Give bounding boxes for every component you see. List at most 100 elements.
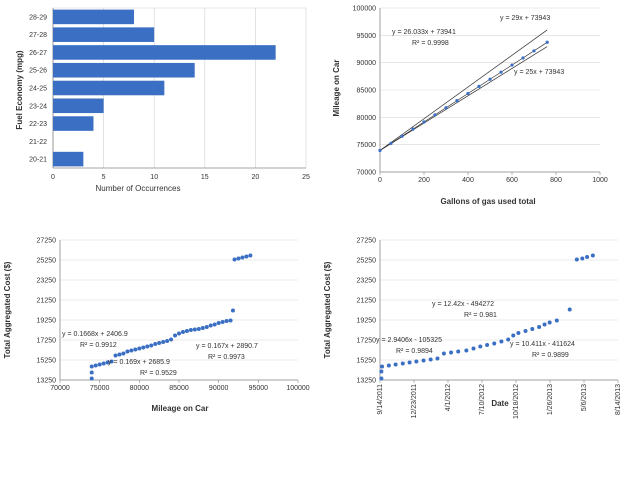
data-point — [232, 257, 237, 262]
x-tick-label: 12/23/2011 — [411, 384, 418, 419]
data-point — [125, 349, 130, 354]
data-point — [444, 106, 448, 110]
data-point — [545, 40, 549, 44]
y-axis-label: Total Aggregated Cost ($) — [3, 261, 12, 358]
trendline-label: y = 0.169x + 2685.9 — [108, 359, 170, 366]
data-point — [248, 253, 253, 258]
data-point — [89, 364, 94, 369]
data-point — [389, 141, 393, 145]
y-tick-label: 20-21 — [29, 157, 47, 164]
data-point — [133, 347, 138, 352]
x-tick-label: 0 — [378, 177, 382, 184]
data-point — [478, 344, 483, 349]
trendline-label: y = 26.033x + 73941 — [392, 29, 456, 36]
trendline — [379, 41, 548, 151]
data-point — [157, 341, 162, 345]
y-axis-label: Mileage on Car — [332, 60, 341, 117]
data-point — [379, 376, 384, 381]
data-point — [435, 356, 440, 361]
data-point — [499, 339, 504, 344]
data-point — [537, 325, 542, 329]
trendline-label: y = 0.1668x + 2406.9 — [62, 331, 128, 338]
data-point — [220, 320, 225, 324]
x-tick-label: 85000 — [169, 385, 189, 392]
y-tick-label: 19250 — [357, 318, 377, 325]
fuel-economy-bar-chart: 0 5 10 15 20 25 20-21 21-22 22-23 23-24 24-25 25-26… — [15, 7, 310, 193]
data-point — [224, 319, 229, 323]
y-tick-label: 21-22 — [29, 139, 47, 146]
data-point — [129, 348, 134, 353]
y-axis-label: Fuel Economy (mpg) — [15, 50, 24, 129]
y-tick-label: 19250 — [37, 318, 57, 325]
data-point — [393, 362, 398, 367]
x-tick-label: 9/14/2011 — [377, 384, 384, 415]
x-tick-label: 400 — [462, 177, 474, 184]
x-tick-label: 15 — [201, 174, 209, 181]
data-point — [378, 148, 382, 153]
data-point — [471, 346, 476, 351]
trendline — [379, 46, 548, 151]
r-squared-label: R² = 0.9973 — [208, 354, 245, 361]
r-squared-label: R² = 0.9998 — [412, 40, 449, 47]
data-point — [523, 329, 528, 333]
x-tick-label: 200 — [418, 177, 430, 184]
data-point — [456, 349, 461, 354]
x-tick-label: 80000 — [130, 385, 150, 392]
bar — [53, 9, 134, 25]
x-tick-label: 70000 — [50, 385, 70, 392]
data-point — [485, 343, 490, 347]
data-point — [521, 56, 525, 60]
data-point — [386, 363, 391, 368]
x-tick-label: 8/14/2013 — [615, 384, 622, 415]
data-point — [161, 340, 166, 344]
data-point — [530, 327, 535, 331]
data-point — [173, 333, 178, 338]
data-point — [89, 370, 94, 375]
r-squared-label: R² = 0.9912 — [80, 342, 117, 349]
data-point — [580, 256, 585, 261]
data-point — [542, 322, 547, 327]
x-axis-label: Date — [491, 399, 509, 408]
data-point — [169, 337, 174, 342]
data-point — [109, 359, 114, 364]
r-squared-label: R² = 0.9899 — [532, 352, 569, 359]
r-squared-label: R² = 0.9894 — [396, 348, 433, 355]
y-tick-label: 25250 — [357, 258, 377, 265]
data-point — [554, 318, 559, 323]
x-tick-label: 10 — [150, 174, 158, 181]
data-point — [180, 330, 185, 334]
x-tick-label: 1/26/2013 — [547, 384, 554, 415]
x-tick-label: 20 — [252, 174, 260, 181]
data-point — [380, 364, 385, 369]
data-point — [196, 327, 201, 331]
trendline-label: y = 10.411x - 411624 — [510, 341, 575, 348]
data-point — [441, 351, 446, 356]
mileage-vs-gallons-chart: 70000 75000 80000 85000 90000 95000 100000 0 200… — [332, 6, 608, 207]
data-point — [216, 321, 221, 325]
data-point — [244, 254, 249, 259]
y-tick-label: 17250 — [357, 338, 377, 345]
data-point — [411, 127, 415, 131]
data-point — [93, 363, 98, 368]
data-point — [511, 333, 516, 338]
data-point — [121, 351, 126, 356]
trendline-label: y = 29x + 73943 — [500, 15, 550, 22]
data-point — [449, 350, 454, 355]
data-point — [532, 49, 536, 53]
x-axis-label: Gallons of gas used total — [440, 197, 535, 206]
y-tick-label: 17250 — [37, 338, 57, 345]
y-tick-label: 24-25 — [29, 86, 47, 93]
data-point — [421, 358, 426, 363]
data-point — [574, 257, 579, 262]
data-point — [506, 337, 511, 342]
x-axis-label: Mileage on Car — [152, 404, 209, 413]
y-tick-label: 22-23 — [29, 121, 47, 128]
y-tick-label: 13250 — [357, 378, 377, 385]
y-tick-label: 90000 — [357, 60, 377, 67]
y-tick-label: 21250 — [357, 298, 377, 305]
data-point — [400, 361, 405, 366]
data-point — [488, 77, 492, 81]
y-tick-label: 95000 — [357, 33, 377, 40]
bar — [53, 116, 94, 131]
data-point — [510, 63, 514, 67]
